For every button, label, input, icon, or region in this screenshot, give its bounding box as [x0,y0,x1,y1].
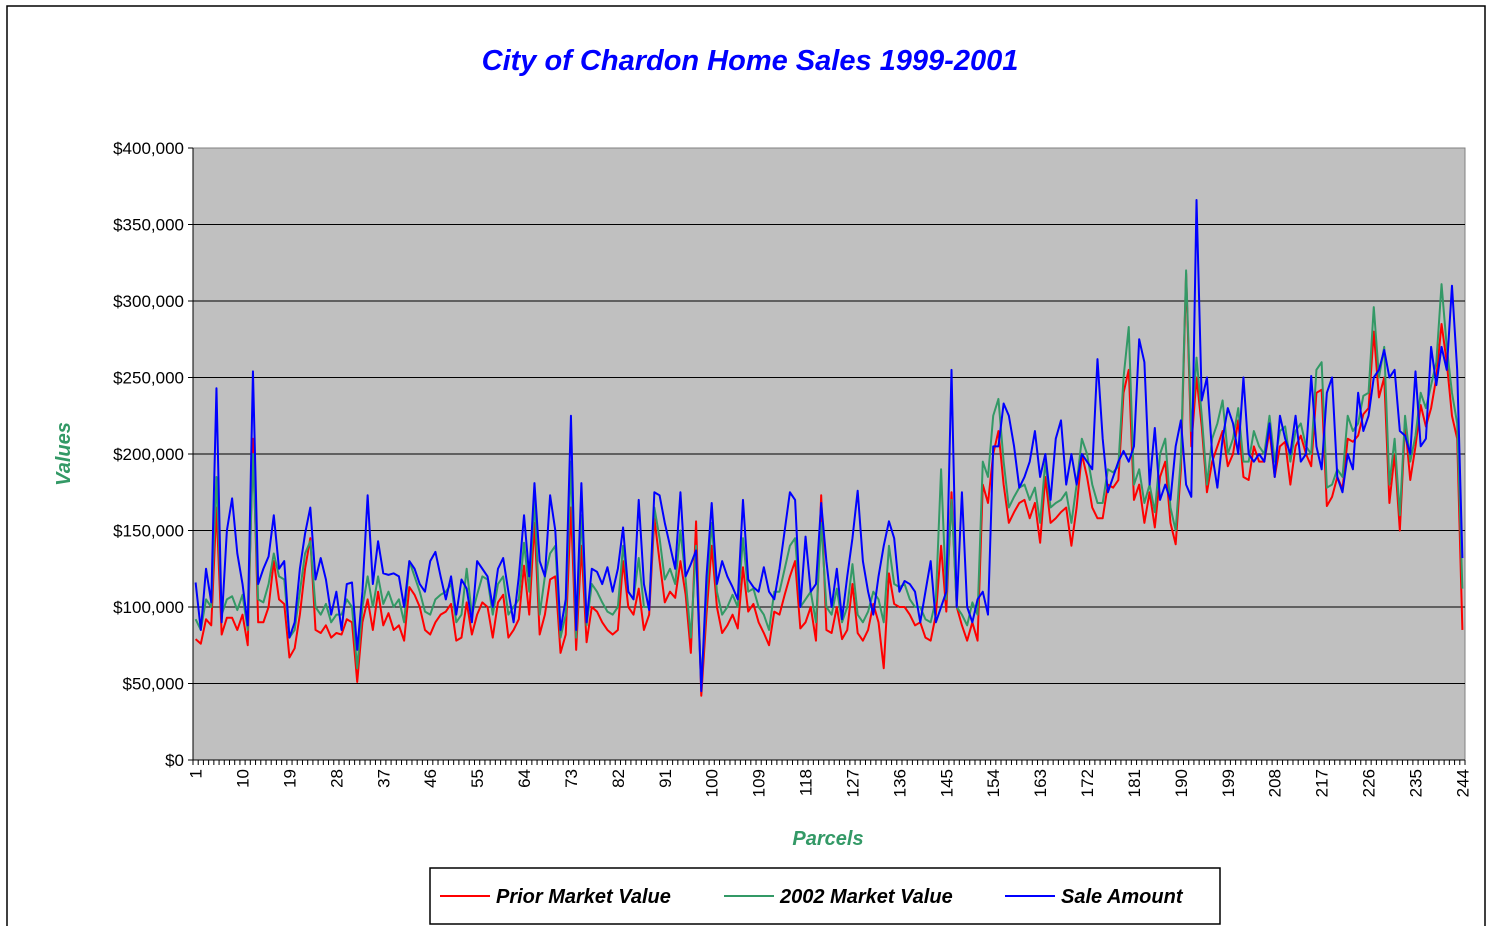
legend-box [429,867,1221,925]
legend-label: Prior Market Value [496,886,671,908]
y-tick-label: $150,000 [113,522,184,541]
y-tick-label: $400,000 [113,139,184,158]
x-tick-label: 19 [280,769,299,788]
y-axis-label: Values [53,422,75,486]
x-tick-label: 145 [937,769,956,797]
x-tick-label: 208 [1266,769,1285,797]
x-tick-label: 91 [656,769,675,788]
x-tick-label: 235 [1406,769,1425,797]
x-tick-label: 28 [327,769,346,788]
x-tick-label: 244 [1453,769,1472,797]
legend-label: Sale Amount [1061,886,1184,908]
x-tick-label: 190 [1172,769,1191,797]
x-tick-label: 127 [843,769,862,797]
y-tick-label: $50,000 [123,675,184,694]
x-tick-label: 118 [797,769,816,796]
y-tick-label: $0 [165,751,184,770]
series-line [194,272,1464,697]
y-tick-label: $350,000 [113,216,184,235]
x-tick-label: 100 [703,769,722,797]
x-tick-label: 73 [562,769,581,788]
chart-title: City of Chardon Home Sales 1999-2001 [482,45,1019,77]
y-tick-label: $250,000 [113,369,184,388]
legend: Prior Market Value 2002 Market Value Sale … [440,886,1184,908]
y-tick-label: $300,000 [113,292,184,311]
x-tick-label: 154 [984,769,1003,797]
series-line [194,199,1464,693]
x-tick-label: 82 [609,769,628,788]
x-tick-label: 199 [1219,769,1238,797]
y-tick-label: $200,000 [113,445,184,464]
y-tick-label: $100,000 [113,598,184,617]
x-tick-label: 46 [421,769,440,788]
legend-label: 2002 Market Value [779,886,953,908]
x-tick-label: 1 [187,769,206,778]
x-tick-label: 172 [1078,769,1097,797]
x-tick-label: 55 [468,769,487,788]
x-tick-label: 109 [750,769,769,797]
x-tick-label: 181 [1125,769,1144,797]
x-tick-label: 217 [1313,769,1332,797]
x-tick-label: 136 [890,769,909,797]
x-tick-label: 64 [515,769,534,788]
x-tick-marks [192,760,1466,765]
x-tick-label: 226 [1360,769,1379,797]
x-tick-label: 163 [1031,769,1050,797]
x-axis-label: Parcels [792,828,863,850]
x-tick-label: 37 [374,769,393,788]
x-tick-label: 10 [234,769,253,788]
